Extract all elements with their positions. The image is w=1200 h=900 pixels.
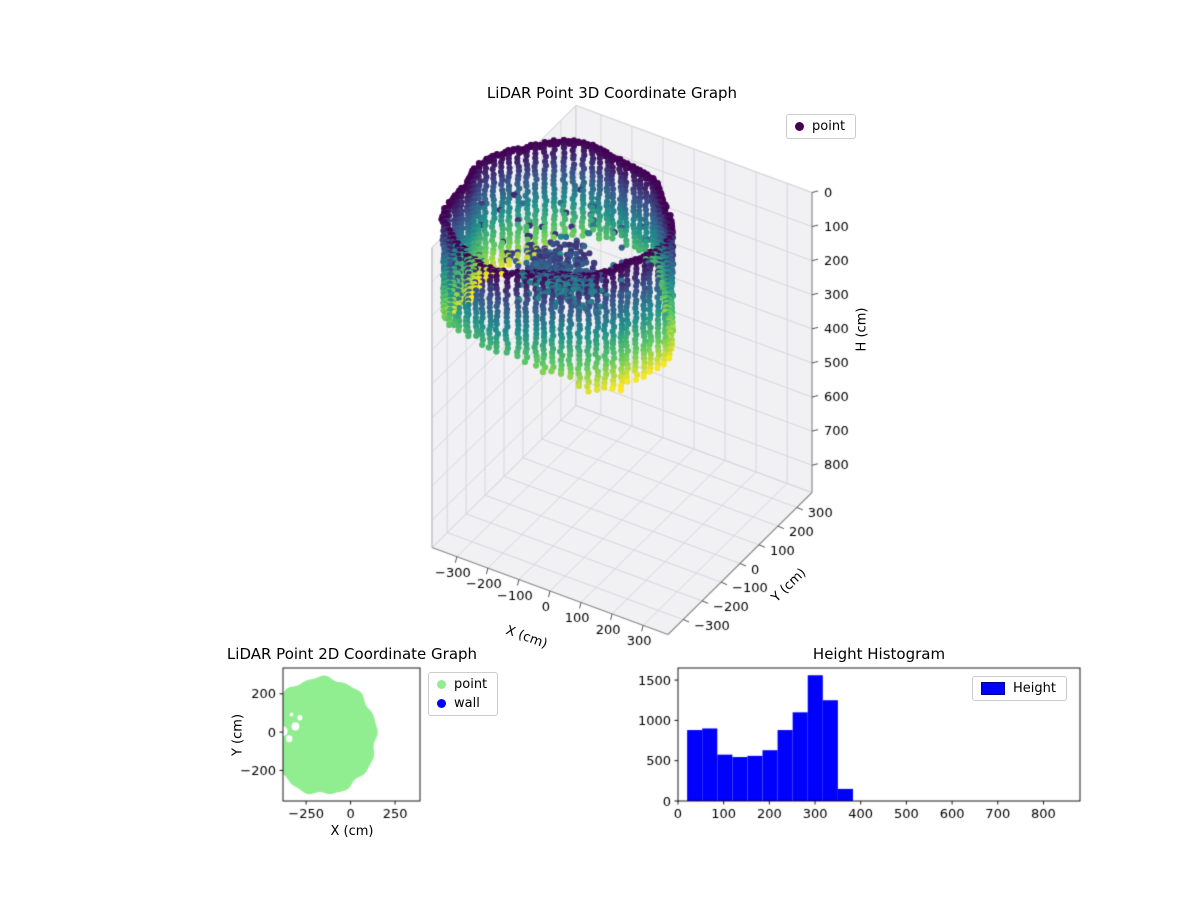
histogram-title: Height Histogram	[812, 645, 946, 663]
wall-marker-icon	[437, 699, 446, 708]
legend-label: wall	[454, 696, 480, 711]
height-patch-icon	[981, 682, 1005, 695]
point-marker-icon	[795, 122, 804, 131]
legend-label: Height	[1013, 681, 1056, 696]
plot2d-title: LiDAR Point 2D Coordinate Graph	[226, 645, 478, 663]
plot2d-xaxis-label: X (cm)	[330, 824, 374, 839]
histogram-legend: Height	[972, 676, 1067, 701]
legend-item-point: point	[795, 119, 845, 134]
legend-item-wall: wall	[437, 696, 487, 711]
legend-item-point: point	[437, 677, 487, 692]
plot3d-legend: point	[786, 114, 857, 139]
plot3d-zaxis-label: H (cm)	[854, 307, 870, 352]
legend-label: point	[812, 119, 846, 134]
plot2d-yaxis-label: Y (cm)	[230, 713, 246, 757]
legend-item-height: Height	[981, 681, 1056, 696]
legend-label: point	[454, 677, 488, 692]
plot2d-legend: point wall	[428, 672, 499, 716]
plot3d-title: LiDAR Point 3D Coordinate Graph	[486, 84, 738, 102]
point-marker-icon	[437, 680, 446, 689]
